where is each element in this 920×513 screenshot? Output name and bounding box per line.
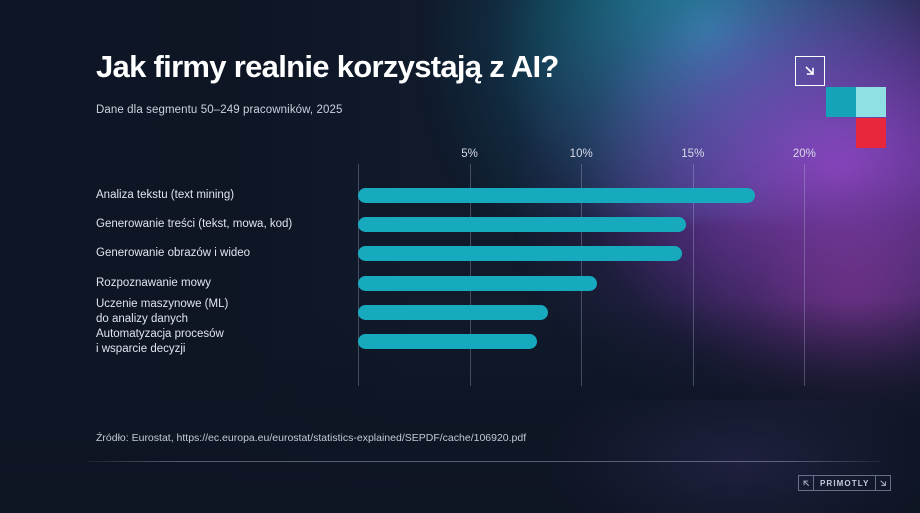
gridline: [358, 164, 359, 386]
gridline: [469, 164, 471, 386]
bar: [358, 275, 597, 291]
footer-logo: PRIMOTLY: [798, 475, 892, 491]
category-label-line: Generowanie treści (tekst, mowa, kod): [96, 218, 293, 231]
category-label: Rozpoznawanie mowy: [96, 276, 346, 291]
logo-square-red: [856, 118, 886, 148]
gridline: [581, 164, 583, 386]
category-label: Automatyzacja procesów i wsparcie decyzji: [96, 327, 346, 357]
category-label-line: Analiza tekstu (text mining): [96, 189, 235, 201]
footer-divider: [88, 461, 880, 462]
bar: [358, 246, 682, 262]
logo-square-teal: [826, 87, 856, 117]
category-label: Generowanie obrazów i wideo: [96, 246, 346, 261]
gridline: [804, 164, 806, 386]
category-label-line: Uczenie maszynowe (ML): [96, 298, 229, 311]
page-subtitle: Dane dla segmentu 50–249 pracowników, 20…: [96, 104, 343, 116]
bar: [358, 217, 687, 233]
arrow-down-right-icon: [876, 476, 890, 490]
gridline: [692, 164, 694, 386]
x-axis-tick-label: 20%: [792, 148, 816, 160]
page-title: Jak firmy realnie korzystają z AI?: [96, 49, 559, 84]
category-label-line: i wsparcie decyzji: [96, 342, 186, 355]
x-axis-tick-label: 10%: [569, 148, 593, 160]
bar: [358, 304, 548, 320]
logo-square-light-teal: [856, 87, 886, 117]
bar: [358, 188, 756, 203]
category-label-line: do analizy danych: [96, 313, 189, 326]
x-axis-tick-label: 15%: [681, 148, 705, 160]
category-label: Generowanie treści (tekst, mowa, kod): [96, 217, 346, 232]
brand-logo: [795, 56, 886, 148]
arrow-up-left-icon: [799, 476, 813, 490]
source-note: Źródło: Eurostat, https://ec.europa.eu/e…: [96, 432, 527, 444]
x-axis-tick-label: 5%: [461, 148, 478, 160]
category-label: Uczenie maszynowe (ML) do analizy danych: [96, 297, 346, 327]
category-label-line: Automatyzacja procesów: [96, 327, 224, 340]
bar: [358, 334, 537, 349]
footer-logo-name: PRIMOTLY: [813, 476, 877, 490]
category-label-line: Rozpoznawanie mowy: [96, 276, 212, 289]
arrow-down-right-icon: [795, 56, 825, 86]
category-label: Analiza tekstu (text mining): [96, 188, 346, 203]
category-label-line: Generowanie obrazów i wideo: [96, 247, 251, 260]
